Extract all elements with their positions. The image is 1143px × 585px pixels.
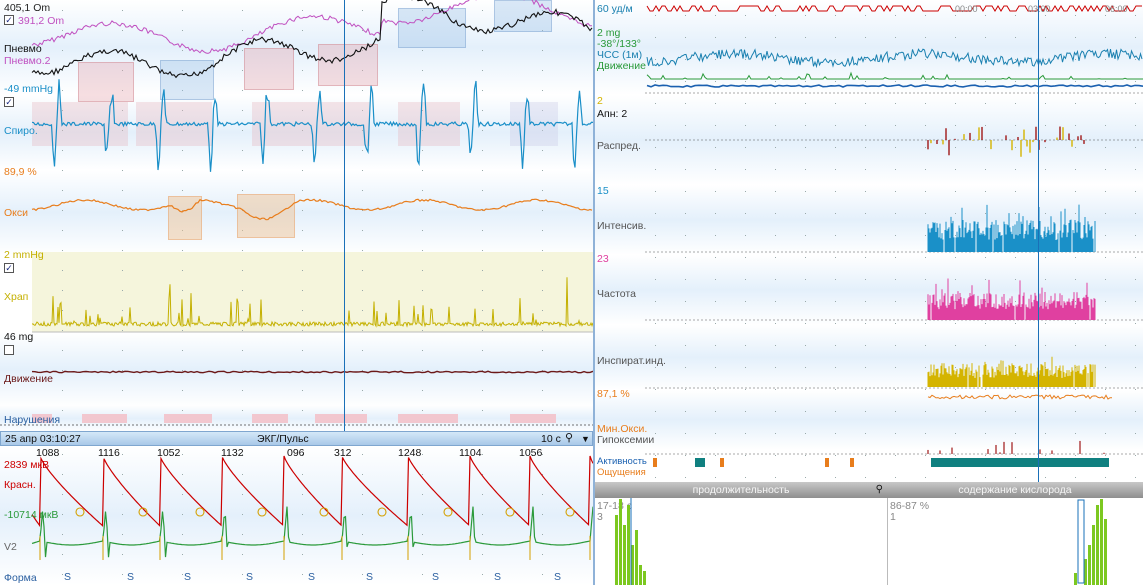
snore-label: Храп: [4, 291, 29, 303]
beat-marker[interactable]: S: [366, 571, 374, 583]
frequency-value: 23: [597, 253, 609, 265]
ecg-traces: [31, 454, 635, 575]
oxygen-histogram: 86-87 % 1: [888, 498, 1143, 585]
ecg-header: 25 апр 03:10:27 ЭКГ/Пульс 10 с ⚲ ▼: [0, 431, 593, 446]
beat-marker[interactable]: S: [127, 571, 135, 583]
time-axis-label: 03:00: [1028, 4, 1051, 14]
ecg-scale[interactable]: 10 с: [541, 433, 561, 445]
rr-interval-label: 096: [287, 447, 305, 459]
ecg-panel: 1088 1116 1052 1132 096 312 1248 1104 1056 S S S S S…: [0, 446, 635, 585]
motion-value: 2 mg: [597, 27, 621, 39]
time-axis-label: 00:00: [955, 4, 978, 14]
duration-count: 3: [597, 511, 603, 523]
hr1m-label: ЧСС (1м): [597, 49, 643, 61]
pneumo-checkbox[interactable]: ✓: [4, 15, 14, 25]
chevron-down-icon[interactable]: ▼: [581, 434, 590, 444]
grid-dots: [62, 10, 543, 411]
min-oxy-label: Мин.Окси.: [597, 423, 648, 435]
rr-interval-label: 1132: [221, 447, 244, 459]
ecg-green-value: -10714 мкВ: [4, 509, 59, 521]
rr-interval-label: 1052: [157, 447, 181, 459]
oxygen-bin: 86-87 %: [890, 500, 930, 512]
spiro-checkbox[interactable]: ✓: [4, 97, 14, 107]
violations-label: Нарушения: [4, 414, 61, 426]
snore-checkbox[interactable]: ✓: [4, 263, 14, 273]
tab-duration[interactable]: продолжительность ⚲: [595, 482, 887, 498]
motion-label: Движение: [597, 60, 646, 72]
movement-label: Движение: [4, 373, 53, 385]
duration-histogram: 17-18 с 3: [595, 498, 887, 585]
tab-duration-label: продолжительность: [692, 484, 790, 496]
oxy-label: Окси: [4, 207, 28, 219]
time-cursor-left[interactable]: [344, 0, 345, 585]
activity-label: Активность: [597, 456, 647, 467]
movement-checkbox[interactable]: [4, 345, 14, 355]
movement-value: 46 mg: [4, 331, 34, 343]
search-icon[interactable]: ⚲: [875, 484, 883, 495]
time-cursor-right[interactable]: [1038, 0, 1039, 482]
beat-marker[interactable]: S: [494, 571, 502, 583]
rr-interval-label: 1104: [459, 447, 482, 459]
frequency-label: Частота: [597, 288, 636, 300]
rr-interval-label: 312: [334, 447, 352, 459]
beat-marker[interactable]: S: [64, 571, 72, 583]
right-trend-panel: 60 уд/м 00:00 03:00 06:00 2 mg -38°/133° Ч…: [595, 0, 1143, 482]
zoom-icon[interactable]: ⚲: [565, 432, 574, 444]
ecg-title: ЭКГ/Пульс: [257, 433, 309, 445]
rr-interval-label: 1116: [98, 447, 120, 459]
ecg-red-value: 2839 мкВ: [4, 459, 50, 471]
ecg-red-label: Красн.: [4, 479, 36, 491]
min-oxy-value: 87,1 %: [597, 388, 630, 400]
trend-traces: [645, 5, 1143, 478]
ecg-datetime: 25 апр 03:10:27: [5, 433, 81, 445]
pneumo2-value: 391,2 Om: [18, 15, 65, 27]
distribution-label: Распред.: [597, 140, 641, 152]
apnea-label: Апн: 2: [597, 108, 628, 120]
duration-bin: 17-18 с: [597, 500, 633, 512]
ecg-form-label: Форма: [4, 572, 37, 584]
sensations-label: Ощущения: [597, 467, 646, 478]
rr-interval-label: 1088: [36, 447, 60, 459]
beat-marker[interactable]: S: [246, 571, 254, 583]
beat-marker[interactable]: S: [554, 571, 562, 583]
beat-marker[interactable]: S: [308, 571, 316, 583]
time-axis-label: 06:00: [1105, 4, 1128, 14]
spiro-value: -49 mmHg: [4, 83, 54, 95]
intensity-value: 15: [597, 185, 609, 197]
beat-marker[interactable]: S: [432, 571, 440, 583]
pneumo-label: Пневмо: [4, 43, 42, 55]
pneumo2-label: Пневмо.2: [4, 55, 51, 67]
tab-oxygen-label: содержание кислорода: [958, 484, 1072, 496]
signal-traces: [0, 0, 594, 426]
hr-value: 60 уд/м: [597, 3, 633, 15]
rr-interval-label: 1248: [398, 447, 422, 459]
spiro-label: Спиро.: [4, 125, 38, 137]
intensity-label: Интенсив.: [597, 220, 647, 232]
oxygen-count: 1: [890, 511, 896, 523]
apnea-value: 2: [597, 95, 603, 107]
pneumo-value: 405,1 Om: [4, 2, 51, 14]
left-signal-panel: 405,1 Om ✓ 391,2 Om Пневмо Пневмо.2 -49 …: [0, 0, 594, 432]
hypoxemia-label: Гипоксемии: [597, 434, 655, 446]
beat-marker[interactable]: S: [184, 571, 192, 583]
motion-range: -38°/133°: [597, 38, 642, 50]
tab-oxygen[interactable]: содержание кислорода: [887, 482, 1143, 498]
ecg-lead-label: V2: [4, 541, 17, 553]
snore-value: 2 mmHg: [4, 249, 44, 261]
inspiratory-label: Инспират.инд.: [597, 355, 666, 367]
rr-interval-label: 1056: [519, 447, 543, 459]
oxy-value: 89,9 %: [4, 166, 37, 178]
